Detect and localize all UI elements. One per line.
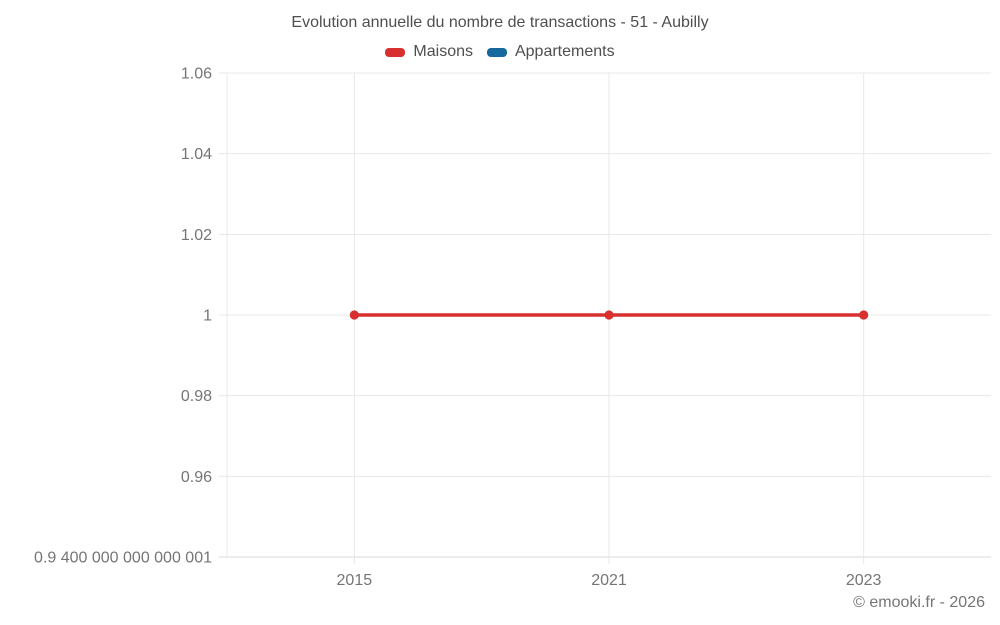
legend-swatch xyxy=(385,47,406,57)
legend-label: Maisons xyxy=(413,43,473,60)
y-tick-label: 1.06 xyxy=(181,66,212,83)
y-tick-label: 0.9 400 000 000 000 001 xyxy=(34,550,212,567)
legend-label: Appartements xyxy=(514,43,615,60)
chart-legend: Maisons Appartements xyxy=(0,42,1000,62)
y-tick-label: 0.98 xyxy=(181,388,212,405)
y-tick-label: 1.04 xyxy=(181,146,212,163)
data-point-maisons[interactable] xyxy=(604,310,614,320)
y-tick-label: 1.02 xyxy=(181,227,212,244)
data-point-maisons[interactable] xyxy=(859,310,869,320)
chart-title: Evolution annuelle du nombre de transact… xyxy=(291,14,709,31)
legend-swatch xyxy=(486,47,507,57)
legend-item-appartements[interactable]: Appartements xyxy=(486,42,615,62)
data-point-maisons[interactable] xyxy=(349,310,359,320)
copyright-text: © emooki.fr - 2026 xyxy=(853,594,985,611)
y-tick-label: 1 xyxy=(203,308,212,325)
x-tick-label: 2023 xyxy=(846,572,882,589)
x-tick-label: 2015 xyxy=(337,572,373,589)
y-tick-label: 0.96 xyxy=(181,469,212,486)
x-tick-label: 2021 xyxy=(591,572,627,589)
legend-item-maisons[interactable]: Maisons xyxy=(385,42,473,62)
